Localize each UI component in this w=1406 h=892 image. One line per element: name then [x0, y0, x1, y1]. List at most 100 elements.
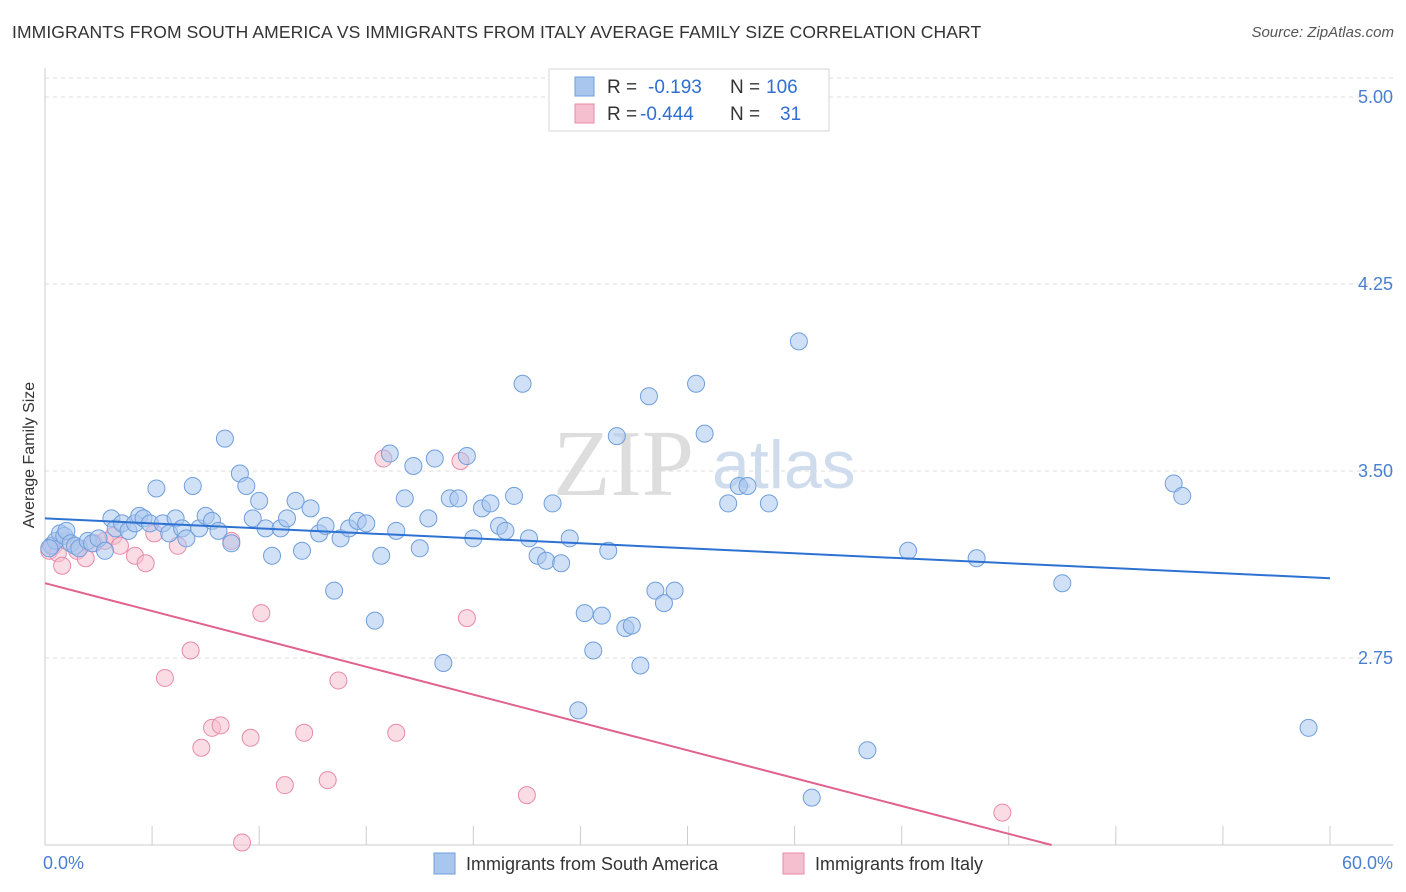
- scatter-point: [40, 539, 59, 558]
- scatter-point: [552, 554, 571, 573]
- watermark-zip: ZIP: [553, 412, 694, 516]
- scatter-point: [1173, 486, 1192, 505]
- source-label: Source: ZipAtlas.com: [1251, 24, 1394, 41]
- scatter-point: [622, 616, 641, 635]
- scatter-point: [110, 536, 129, 555]
- y-tick-label: 3.50: [1358, 461, 1393, 481]
- legend-r-value-2: -0.444: [640, 104, 694, 125]
- scatter-point: [449, 489, 468, 508]
- stats-legend-box: [548, 68, 830, 132]
- scatter-point: [665, 581, 684, 600]
- scatter-point: [53, 556, 72, 575]
- scatter-point: [1164, 474, 1183, 493]
- legend-label-italy: Immigrants from Italy: [815, 854, 983, 874]
- x-tick-min: 0.0%: [43, 853, 84, 873]
- scatter-point: [372, 546, 391, 565]
- legend-r-value-1: -0.193: [648, 77, 702, 98]
- scatter-point: [520, 529, 539, 548]
- scatter-point: [136, 554, 155, 573]
- series-italy-points: [40, 449, 1012, 852]
- scatter-point: [967, 549, 986, 568]
- scatter-point: [457, 609, 476, 628]
- scatter-point: [192, 738, 211, 757]
- axes: [44, 68, 1393, 846]
- scatter-point: [263, 546, 282, 565]
- scatter-point: [387, 521, 406, 540]
- scatter-point: [425, 449, 444, 468]
- legend-swatch-south-america: [433, 852, 456, 875]
- scatter-point: [646, 581, 665, 600]
- scatter-point: [695, 424, 714, 443]
- scatter-point: [560, 529, 579, 548]
- scatter-point: [181, 641, 200, 660]
- scatter-point: [543, 494, 562, 513]
- scatter-point: [237, 476, 256, 495]
- scatter-point: [496, 521, 515, 540]
- legend-swatch-pink: [574, 103, 595, 124]
- scatter-point: [457, 447, 476, 466]
- scatter-point: [858, 741, 877, 760]
- trend-line-south-america: [44, 517, 1331, 580]
- scatter-point: [155, 668, 174, 687]
- scatter-point: [241, 728, 260, 747]
- legend-n-label-2: N =: [730, 104, 760, 125]
- scatter-point: [95, 541, 114, 560]
- legend-n-value-1: 106: [766, 77, 798, 98]
- legend-swatch-blue: [574, 76, 595, 97]
- scatter-point: [316, 516, 335, 535]
- y-tick-label: 5.00: [1358, 87, 1393, 107]
- scatter-point: [537, 551, 556, 570]
- scatter-point: [293, 541, 311, 560]
- scatter-point: [513, 374, 532, 393]
- scatter-point: [575, 604, 594, 623]
- trend-line-italy: [44, 582, 1052, 846]
- scatter-point: [481, 494, 500, 513]
- scatter-point: [278, 509, 297, 528]
- scatter-point: [584, 641, 603, 660]
- scatter-point: [419, 509, 438, 528]
- scatter-point: [222, 534, 241, 553]
- scatter-point: [1053, 574, 1072, 593]
- scatter-point: [380, 444, 399, 463]
- scatter-point: [147, 479, 166, 498]
- scatter-point: [738, 476, 757, 495]
- scatter-point: [209, 521, 228, 540]
- scatter-point: [607, 427, 626, 446]
- scatter-point: [275, 776, 294, 795]
- scatter-point: [599, 541, 618, 560]
- trend-lines: [44, 517, 1331, 846]
- legend-swatch-italy: [782, 852, 805, 875]
- scatter-point: [318, 771, 337, 790]
- scatter-point: [802, 788, 821, 807]
- legend-r-label-2: R =: [607, 104, 637, 125]
- series-south-america-points: [40, 332, 1318, 807]
- scatter-point: [789, 332, 808, 351]
- scatter-point: [687, 374, 706, 393]
- scatter-point: [325, 581, 344, 600]
- scatter-point: [177, 529, 196, 548]
- stats-legend: R = -0.193 N = 106 R = -0.444 N = 31: [548, 68, 830, 132]
- scatter-point: [295, 723, 314, 742]
- scatter-point: [243, 509, 262, 528]
- scatter-point: [1299, 718, 1318, 737]
- scatter-point: [993, 803, 1012, 822]
- legend-r-label-1: R =: [607, 77, 637, 98]
- scatter-point: [250, 491, 269, 510]
- scatter-point: [410, 539, 429, 558]
- scatter-point: [286, 491, 305, 510]
- scatter-point: [233, 833, 252, 852]
- scatter-point: [329, 671, 348, 690]
- legend-n-label-1: N =: [730, 77, 760, 98]
- scatter-point: [639, 387, 658, 406]
- scatter-point: [569, 701, 588, 720]
- scatter-point: [215, 429, 234, 448]
- scatter-point: [899, 541, 918, 560]
- scatter-point: [211, 716, 230, 735]
- scatter-point: [252, 604, 271, 623]
- scatter-point: [592, 606, 611, 625]
- series-legend: Immigrants from South America Immigrants…: [433, 852, 983, 875]
- scatter-point: [365, 611, 384, 630]
- scatter-point: [759, 494, 778, 513]
- scatter-point: [301, 499, 320, 518]
